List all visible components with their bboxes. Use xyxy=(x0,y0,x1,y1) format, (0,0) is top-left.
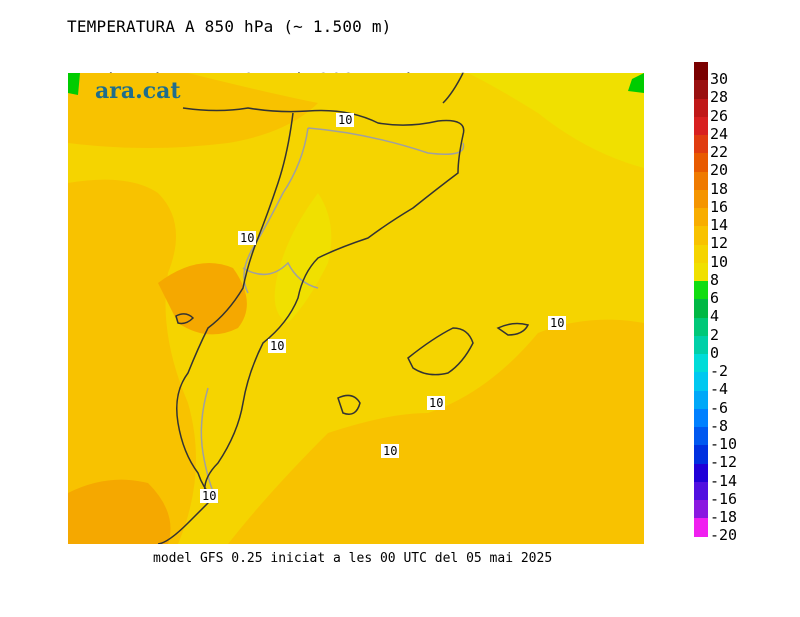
legend-swatch xyxy=(694,372,708,391)
legend-swatch xyxy=(694,80,708,99)
orange-field-west xyxy=(68,179,196,544)
legend-swatch xyxy=(694,354,708,373)
contour-label: 10 xyxy=(338,113,352,127)
border-line-3 xyxy=(242,261,319,289)
legend-tick-label: 4 xyxy=(710,307,720,326)
north-coast-line xyxy=(442,73,464,104)
contour-label: 10 xyxy=(383,444,397,458)
legend-tick-label: 2 xyxy=(710,325,720,344)
legend-swatch xyxy=(694,445,708,464)
legend-swatch xyxy=(694,408,708,427)
hot-spot-southwest xyxy=(68,479,171,544)
legend-tick-label: 18 xyxy=(710,179,729,198)
legend-tick-label: 0 xyxy=(710,343,720,362)
legend-swatch xyxy=(694,281,708,300)
legend-tick-label: 14 xyxy=(710,216,729,234)
legend-swatch xyxy=(694,226,708,245)
legend-tick-label: 28 xyxy=(710,88,729,107)
mallorca-coast xyxy=(407,327,474,376)
ibiza-coast xyxy=(337,394,361,415)
legend-swatch xyxy=(694,390,708,409)
chart-title: TEMPERATURA A 850 hPa (~ 1.500 m) xyxy=(67,17,392,36)
legend-tick-label: 20 xyxy=(710,161,729,180)
legend-swatch xyxy=(694,153,708,172)
legend-tick-label: 8 xyxy=(710,270,720,289)
legend-tick-label: -16 xyxy=(710,489,738,508)
legend-tick-label: 30 xyxy=(710,70,729,88)
inland-border-line xyxy=(176,112,294,499)
orange-field-nw xyxy=(68,73,318,148)
legend-tick-label: -14 xyxy=(710,471,738,490)
legend-tick-label: 26 xyxy=(710,106,729,125)
valley-field xyxy=(274,193,332,323)
legend-tick-label: 16 xyxy=(710,197,729,216)
contour-label: 10 xyxy=(429,396,443,410)
legend-swatch xyxy=(694,98,708,117)
map-canvas: 10 10 10 10 10 10 10 xyxy=(68,73,644,544)
legend-tick-label: -6 xyxy=(710,398,729,417)
legend-swatch xyxy=(694,317,708,336)
legend-swatch xyxy=(694,518,708,537)
legend-tick-label: -4 xyxy=(710,380,729,399)
legend-swatch xyxy=(694,116,708,135)
legend-swatch xyxy=(694,171,708,190)
legend-swatch xyxy=(694,244,708,263)
legend-tick-label: 22 xyxy=(710,143,729,161)
legend-swatch xyxy=(694,427,708,446)
legend-tick-label: -18 xyxy=(710,508,738,526)
legend-swatch xyxy=(694,62,708,81)
contour-label: 10 xyxy=(240,231,254,245)
legend-swatch xyxy=(694,335,708,354)
inland-lake-shape xyxy=(175,313,195,325)
legend-swatch xyxy=(694,481,708,500)
hot-spot-west xyxy=(158,263,247,335)
legend-swatch xyxy=(694,208,708,227)
legend-tick-label: 24 xyxy=(710,124,729,143)
border-line-1 xyxy=(243,127,309,294)
cool-field-north xyxy=(68,73,644,168)
ara-cat-logo: ara.cat xyxy=(95,78,181,104)
color-legend xyxy=(694,62,708,537)
green-edge-ne xyxy=(628,73,644,93)
temperature-map: 10 10 10 10 10 10 10 xyxy=(68,73,644,544)
green-edge-nw xyxy=(68,73,80,95)
legend-tick-label: -8 xyxy=(710,416,729,435)
legend-swatch xyxy=(694,189,708,208)
legend-tick-label: 12 xyxy=(710,234,729,253)
legend-swatch xyxy=(694,262,708,281)
menorca-coast xyxy=(496,322,530,336)
legend-tick-label: 10 xyxy=(710,252,729,271)
legend-tick-label: -10 xyxy=(710,435,738,453)
contour-label: 10 xyxy=(550,316,564,330)
legend-tick-label: -12 xyxy=(710,453,738,472)
model-footer: model GFS 0.25 iniciat a les 00 UTC del … xyxy=(153,551,553,566)
contour-label: 10 xyxy=(270,339,284,353)
contour-label: 10 xyxy=(202,489,216,503)
legend-tick-label: -2 xyxy=(710,362,729,380)
legend-tick-label: 6 xyxy=(710,289,720,307)
orange-field-south xyxy=(228,319,644,544)
legend-swatch xyxy=(694,299,708,318)
legend-swatch xyxy=(694,500,708,519)
legend-swatch xyxy=(694,463,708,482)
legend-swatch xyxy=(694,135,708,154)
legend-tick-label: -20 xyxy=(710,526,738,545)
